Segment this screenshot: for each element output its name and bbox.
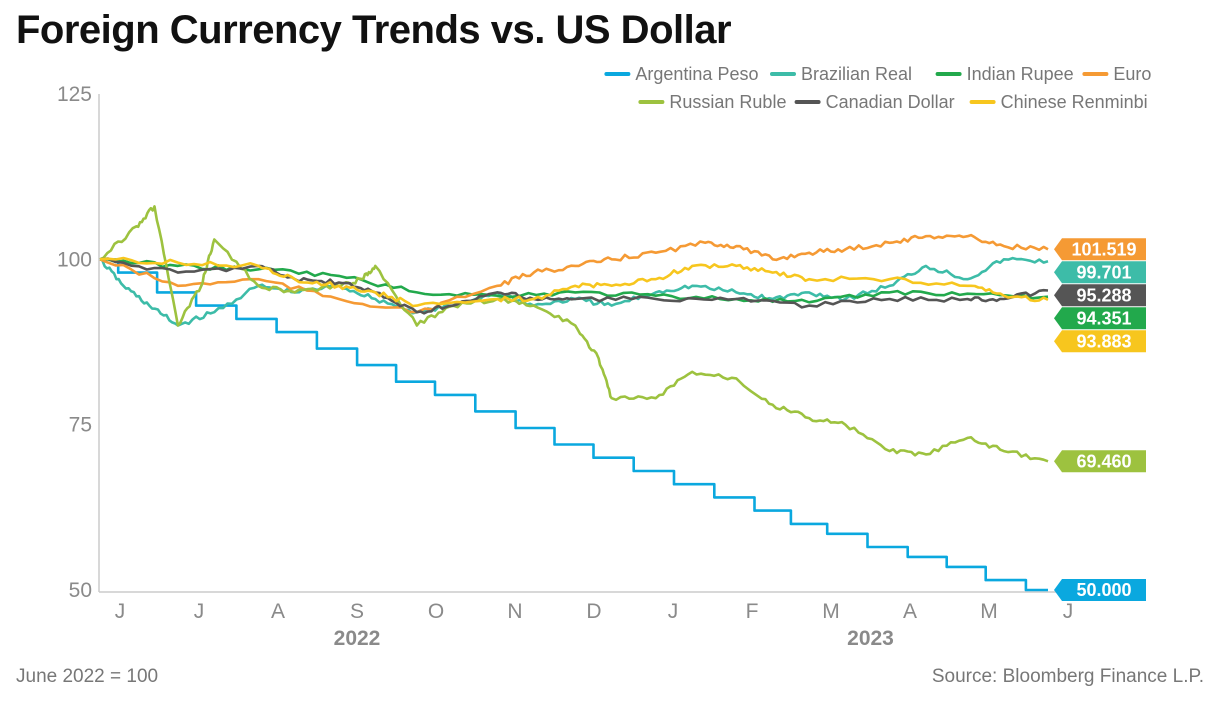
end-label-brazilian-real: 99.701: [1054, 261, 1146, 284]
end-label-indian-rupee: 94.351: [1054, 307, 1146, 330]
end-label-badge: [1054, 238, 1146, 261]
end-label-chinese-renminbi: 93.883: [1054, 330, 1146, 353]
x-tick-label: N: [507, 600, 522, 623]
chart-title: Foreign Currency Trends vs. US Dollar: [16, 8, 732, 52]
x-tick-label: A: [903, 600, 917, 623]
y-tick-label: 75: [69, 414, 92, 437]
legend-item-chinese-renminbi: Chinese Renminbi: [969, 92, 1148, 112]
year-label: 2022: [334, 627, 381, 650]
legend-label: Chinese Renminbi: [1001, 92, 1148, 112]
end-label-badge: [1054, 284, 1146, 307]
end-label-text: 101.519: [1071, 239, 1136, 259]
chart-series-lines: [99, 205, 1049, 592]
series-line-canadian-dollar: [99, 257, 1049, 315]
end-label-badge: [1054, 450, 1146, 473]
legend-label: Canadian Dollar: [826, 92, 955, 112]
y-tick-label: 100: [57, 248, 92, 271]
y-tick-label: 50: [69, 579, 92, 602]
legend-label: Brazilian Real: [801, 64, 912, 84]
chart-end-labels: 101.519 99.701 95.288 94.351 93.883 69.460 50.…: [1054, 238, 1146, 601]
chart-legend: Argentina Peso Brazilian Real Indian Rupee…: [604, 64, 1151, 112]
x-tick-label: O: [428, 600, 444, 623]
legend-item-russian-ruble: Russian Ruble: [638, 92, 786, 112]
legend-item-canadian-dollar: Canadian Dollar: [794, 92, 955, 112]
x-tick-label: J: [115, 600, 126, 623]
legend-item-argentina-peso: Argentina Peso: [604, 64, 758, 84]
end-label-argentina-peso: 50.000: [1054, 579, 1146, 601]
end-label-badge: [1054, 579, 1146, 601]
end-label-badge: [1054, 330, 1146, 353]
chart-axes: [98, 94, 1056, 593]
series-line-brazilian-real: [99, 256, 1049, 327]
x-tick-label: M: [980, 600, 998, 623]
series-line-indian-rupee: [100, 258, 1049, 304]
x-tick-label: J: [668, 600, 679, 623]
end-label-text: 99.701: [1076, 262, 1131, 282]
legend-label: Euro: [1113, 64, 1151, 84]
legend-item-brazilian-real: Brazilian Real: [770, 64, 912, 84]
series-line-argentina-peso: [100, 258, 1048, 592]
legend-label: Russian Ruble: [669, 92, 786, 112]
end-label-text: 93.883: [1076, 331, 1131, 351]
end-label-text: 95.288: [1076, 285, 1131, 305]
x-tick-label: J: [1063, 600, 1074, 623]
y-tick-label: 125: [57, 83, 92, 106]
end-label-text: 94.351: [1076, 308, 1131, 328]
series-line-chinese-renminbi: [99, 256, 1049, 308]
x-tick-label: D: [586, 600, 601, 623]
legend-label: Indian Rupee: [967, 64, 1074, 84]
chart-ticks: 50 75 100 125 J J A S O N D J F M A M J 2022 2023: [57, 83, 1073, 650]
legend-item-indian-rupee: Indian Rupee: [935, 64, 1074, 84]
end-label-euro: 101.519: [1054, 238, 1146, 261]
end-label-badge: [1054, 307, 1146, 330]
series-line-euro: [99, 233, 1049, 314]
index-note: June 2022 = 100: [16, 666, 159, 687]
end-label-badge: [1054, 261, 1146, 284]
end-label-canadian-dollar: 95.288: [1054, 284, 1146, 307]
legend-label: Argentina Peso: [635, 64, 758, 84]
end-label-text: 50.000: [1076, 580, 1131, 600]
source-note: Source: Bloomberg Finance L.P.: [931, 666, 1204, 687]
x-tick-label: S: [350, 600, 364, 623]
x-tick-label: M: [822, 600, 840, 623]
x-tick-label: A: [271, 600, 285, 623]
year-label: 2023: [847, 627, 894, 650]
end-label-text: 69.460: [1076, 451, 1131, 471]
x-tick-label: F: [746, 600, 759, 623]
x-tick-label: J: [194, 600, 205, 623]
series-line-russian-ruble: [99, 205, 1049, 463]
legend-item-euro: Euro: [1082, 64, 1151, 84]
end-label-russian-ruble: 69.460: [1054, 450, 1146, 473]
